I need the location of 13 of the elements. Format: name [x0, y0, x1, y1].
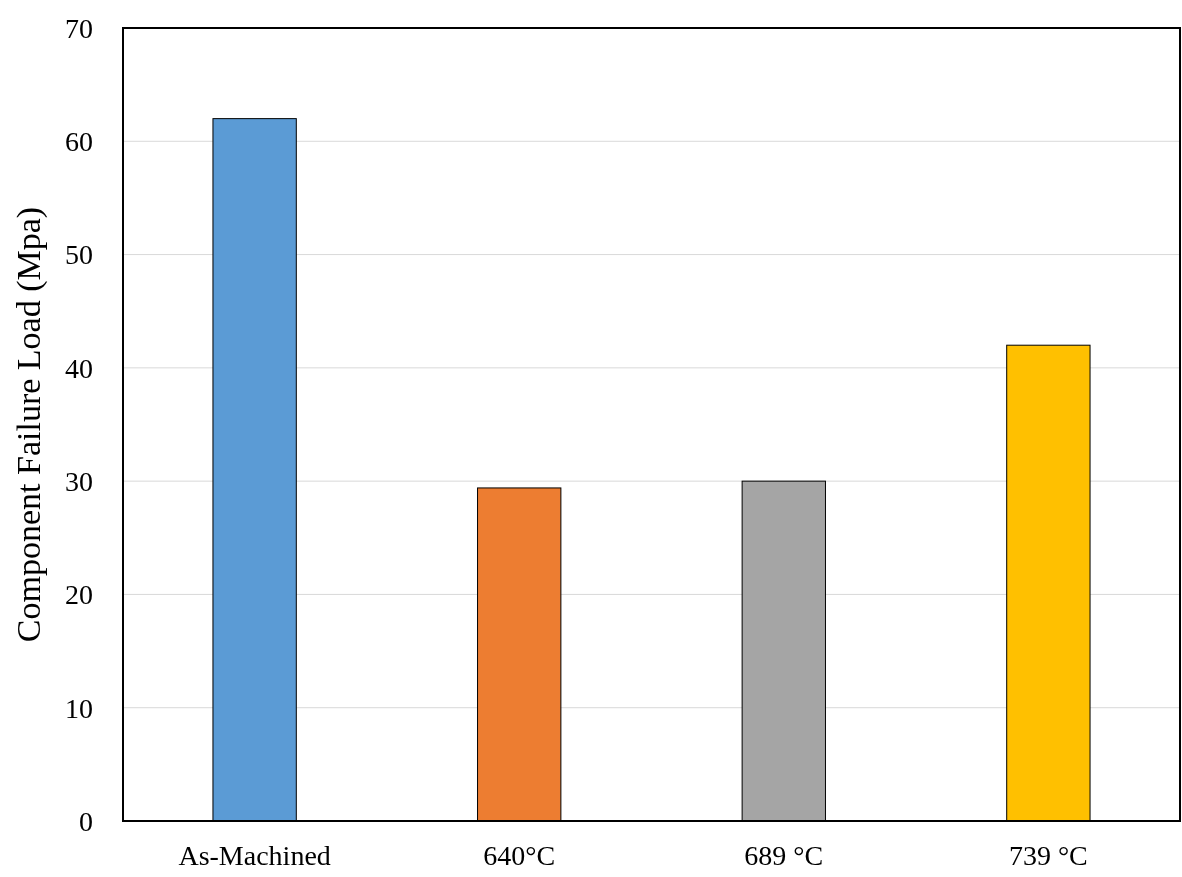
y-tick-label: 40 — [65, 352, 93, 384]
y-tick-label: 60 — [65, 126, 93, 158]
y-tick-label: 70 — [65, 12, 93, 44]
y-tick-label: 10 — [65, 692, 93, 724]
x-tick-label: As-Machined — [178, 840, 331, 871]
x-tick-label: 689 °C — [744, 840, 824, 871]
y-axis-title: Component Failure Load (Mpa) — [10, 206, 48, 643]
y-tick-label: 0 — [79, 805, 93, 837]
y-tick-label: 50 — [65, 239, 93, 271]
y-tick-label: 30 — [65, 465, 93, 497]
x-tick-label: 739 °C — [1008, 840, 1088, 871]
x-tick-label: 640°C — [483, 840, 556, 871]
y-tick-label: 20 — [65, 579, 93, 611]
